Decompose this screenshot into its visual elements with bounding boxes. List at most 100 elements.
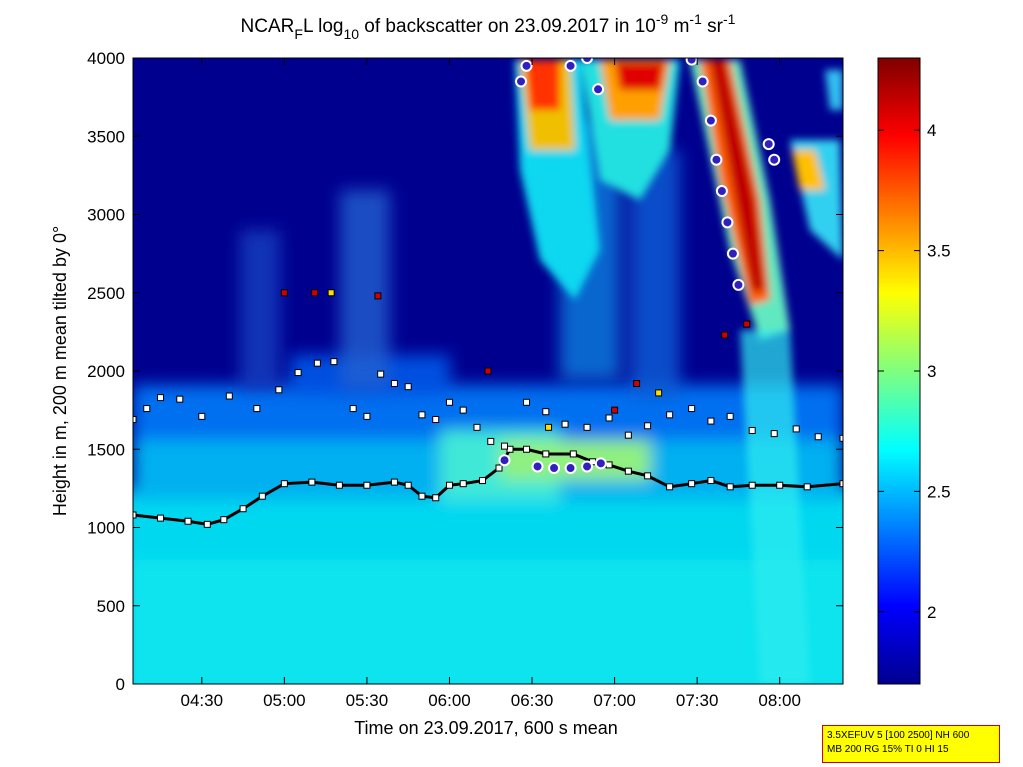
info-line-1: 3.5XEFUV 5 [100 2500] NH 600 [827,730,970,741]
upper-layer-marker [666,411,674,419]
upper-layer-marker [390,380,398,388]
aerosol-layer-marker [484,367,492,375]
y-axis: 0 500 1000 1500 2000 2500 3000 3500 4000 [87,49,843,694]
upper-layer-marker [523,398,531,406]
mixing-layer-marker [624,467,632,475]
upper-layer-marker [561,420,569,428]
upper-layer-marker [770,430,778,438]
aerosol-layer-marker [280,289,288,297]
mixing-layer-marker [707,477,715,485]
upper-layer-marker [143,405,151,413]
colorbar-tick-label: 4 [927,121,936,140]
cloud-base-marker [515,75,528,88]
upper-layer-marker [707,417,715,425]
cloud-base-marker [520,59,533,72]
mixing-layer-marker [404,481,412,489]
mixing-layer-marker [184,517,192,525]
upper-layer-marker [275,386,283,394]
upper-layer-marker [225,392,233,400]
upper-layer-marker [294,369,302,377]
mixing-layer-marker [605,461,613,469]
aerosol-layer-markers [280,289,751,431]
upper-layer-marker [792,425,800,433]
mixing-layer-marker [432,494,440,502]
cloud-base-marker [768,153,781,166]
upper-layer-marker [133,416,137,424]
upper-layer-marker [501,442,509,450]
upper-layer-marker [445,398,453,406]
y-tick-label: 0 [116,675,125,694]
aerosol-layer-marker [655,389,663,397]
mixing-layer-marker [363,481,371,489]
x-tick-label: 06:00 [428,691,471,710]
mixing-layer-marker [523,445,531,453]
cloud-base-marker [726,247,739,260]
aerosol-layer-marker [611,406,619,414]
mixing-layer-marker [157,514,165,522]
upper-layer-marker [363,412,371,420]
upper-layer-marker [473,423,481,431]
upper-layer-marker [377,370,385,378]
upper-layer-marker [253,405,261,413]
aerosol-layer-marker [545,423,553,431]
cloud-base-marker [564,59,577,72]
x-tick-label: 08:00 [758,691,801,710]
mixing-layer-marker [418,492,426,500]
upper-layer-marker [330,358,338,366]
x-tick-label: 07:00 [593,691,636,710]
chart-title: NCARFL log10 of backscatter on 23.09.201… [241,11,736,42]
aerosol-layer-marker [633,380,641,388]
x-axis: 04:30 05:00 05:30 06:00 06:30 07:00 07:30 08:00 [181,58,801,710]
cloud-base-marker [762,138,775,151]
upper-layer-marker [624,431,632,439]
mixing-layer-marker [726,483,734,491]
y-tick-label: 2500 [87,284,125,303]
x-axis-label: Time on 23.09.2017, 600 s mean [354,718,618,738]
upper-layer-marker [839,434,843,442]
upper-layer-marker [418,411,426,419]
mixing-layer-marker [776,481,784,489]
mixing-layer-marker [803,483,811,491]
aerosol-layer-marker [743,320,751,328]
colorbar-tick-label: 2.5 [927,482,951,501]
y-tick-label: 4000 [87,49,125,68]
cloud-base-marker [732,278,745,291]
mixing-layer-marker [133,511,137,519]
y-tick-label: 1500 [87,440,125,459]
x-tick-label: 04:30 [181,691,224,710]
x-tick-label: 05:30 [346,691,389,710]
mixing-layer-marker [390,478,398,486]
mixing-layer-marker [445,481,453,489]
mixing-layer-marker [203,520,211,528]
upper-layer-marker [748,426,756,434]
colorbar-gradient [877,57,921,685]
mixing-layer-marker [644,472,652,480]
mixing-layer-marker [220,516,228,524]
upper-layer-marker [583,423,591,431]
aerosol-layer-marker [327,289,335,297]
upper-layer-marker [459,406,467,414]
info-line-2: MB 200 RG 15% TI 0 HI 15 [827,744,949,755]
upper-layer-marker [688,405,696,413]
mixing-layer-marker [258,492,266,500]
mixing-layer-marker [495,464,503,472]
mixing-layer-marker [308,478,316,486]
colorbar-tick-label: 3.5 [927,242,951,261]
mixing-layer-marker [280,480,288,488]
mixing-layer-marker [569,450,577,458]
colorbar: 2 2.5 3 3.5 4 [877,57,951,685]
y-axis-label: Height in m, 200 m mean tilted by 0° [50,226,70,516]
colorbar-tick-label: 2 [927,603,936,622]
cloud-base-marker [581,58,594,64]
y-tick-label: 2000 [87,362,125,381]
x-tick-label: 06:30 [511,691,554,710]
cloud-base-marker [710,153,723,166]
settings-info-box: 3.5XEFUV 5 [100 2500] NH 600 MB 200 RG 1… [822,725,1000,763]
mixing-layer-marker [839,480,843,488]
aerosol-layer-marker [311,289,319,297]
aerosol-layer-marker [721,331,729,339]
upper-layer-marker [313,359,321,367]
cloud-base-marker [696,75,709,88]
x-tick-label: 07:30 [676,691,719,710]
